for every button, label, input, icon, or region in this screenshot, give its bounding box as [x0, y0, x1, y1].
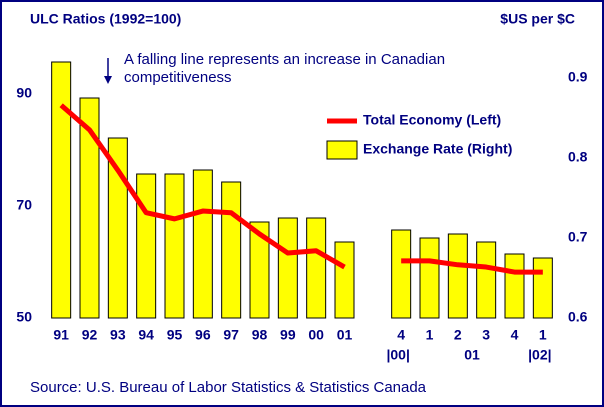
legend-label: Exchange Rate (Right) — [363, 141, 512, 157]
x-tick-label: 4 — [397, 327, 405, 343]
x-group-label: |00| — [386, 347, 409, 363]
x-tick-label: 94 — [138, 327, 154, 343]
x-tick-label: 95 — [167, 327, 183, 343]
bar — [249, 221, 270, 319]
x-tick-label: 2 — [454, 327, 462, 343]
bar — [476, 241, 497, 319]
x-tick-label: 98 — [252, 327, 268, 343]
y2-tick-label: 0.6 — [568, 309, 588, 325]
x-tick-label: 96 — [195, 327, 211, 343]
y2-tick-label: 0.9 — [568, 69, 588, 85]
y-tick-label: 70 — [16, 197, 32, 213]
legend-label: Total Economy (Left) — [363, 112, 501, 128]
x-tick-label: 01 — [337, 327, 353, 343]
legend-swatch — [326, 140, 358, 160]
x-tick-label: 1 — [426, 327, 434, 343]
bar — [192, 169, 213, 319]
bar — [306, 217, 327, 319]
annotation-line: A falling line represents an increase in… — [124, 51, 445, 68]
x-tick-label: 92 — [82, 327, 98, 343]
bar — [221, 181, 242, 319]
bar — [447, 233, 468, 319]
x-tick-label: 93 — [110, 327, 126, 343]
bar — [277, 217, 298, 319]
left-axis-title: ULC Ratios (1992=100) — [30, 11, 181, 27]
y2-tick-label: 0.7 — [568, 229, 588, 245]
bar — [504, 253, 525, 319]
y2-tick-label: 0.8 — [568, 149, 588, 165]
bar — [334, 241, 355, 319]
bar — [79, 97, 100, 319]
y-tick-label: 50 — [16, 309, 32, 325]
x-group-label: |02| — [528, 347, 551, 363]
line — [59, 103, 543, 275]
x-tick-label: 1 — [539, 327, 547, 343]
bar — [532, 257, 553, 319]
bar — [136, 173, 157, 319]
source-note: Source: U.S. Bureau of Labor Statistics … — [30, 379, 427, 396]
bar — [51, 61, 72, 319]
x-tick-label: 4 — [511, 327, 519, 343]
x-tick-label: 91 — [53, 327, 69, 343]
bar — [164, 173, 185, 319]
x-tick-label: 00 — [308, 327, 324, 343]
annotation-line: competitiveness — [124, 69, 232, 86]
annotation-arrowhead — [104, 76, 112, 84]
y-tick-label: 90 — [16, 85, 32, 101]
x-tick-label: 3 — [482, 327, 490, 343]
bar — [107, 137, 128, 319]
x-group-label: 01 — [464, 347, 480, 363]
x-tick-label: 97 — [223, 327, 239, 343]
bar — [419, 237, 440, 319]
x-tick-label: 99 — [280, 327, 296, 343]
right-axis-title: $US per $C — [500, 11, 575, 27]
bar — [391, 229, 412, 319]
